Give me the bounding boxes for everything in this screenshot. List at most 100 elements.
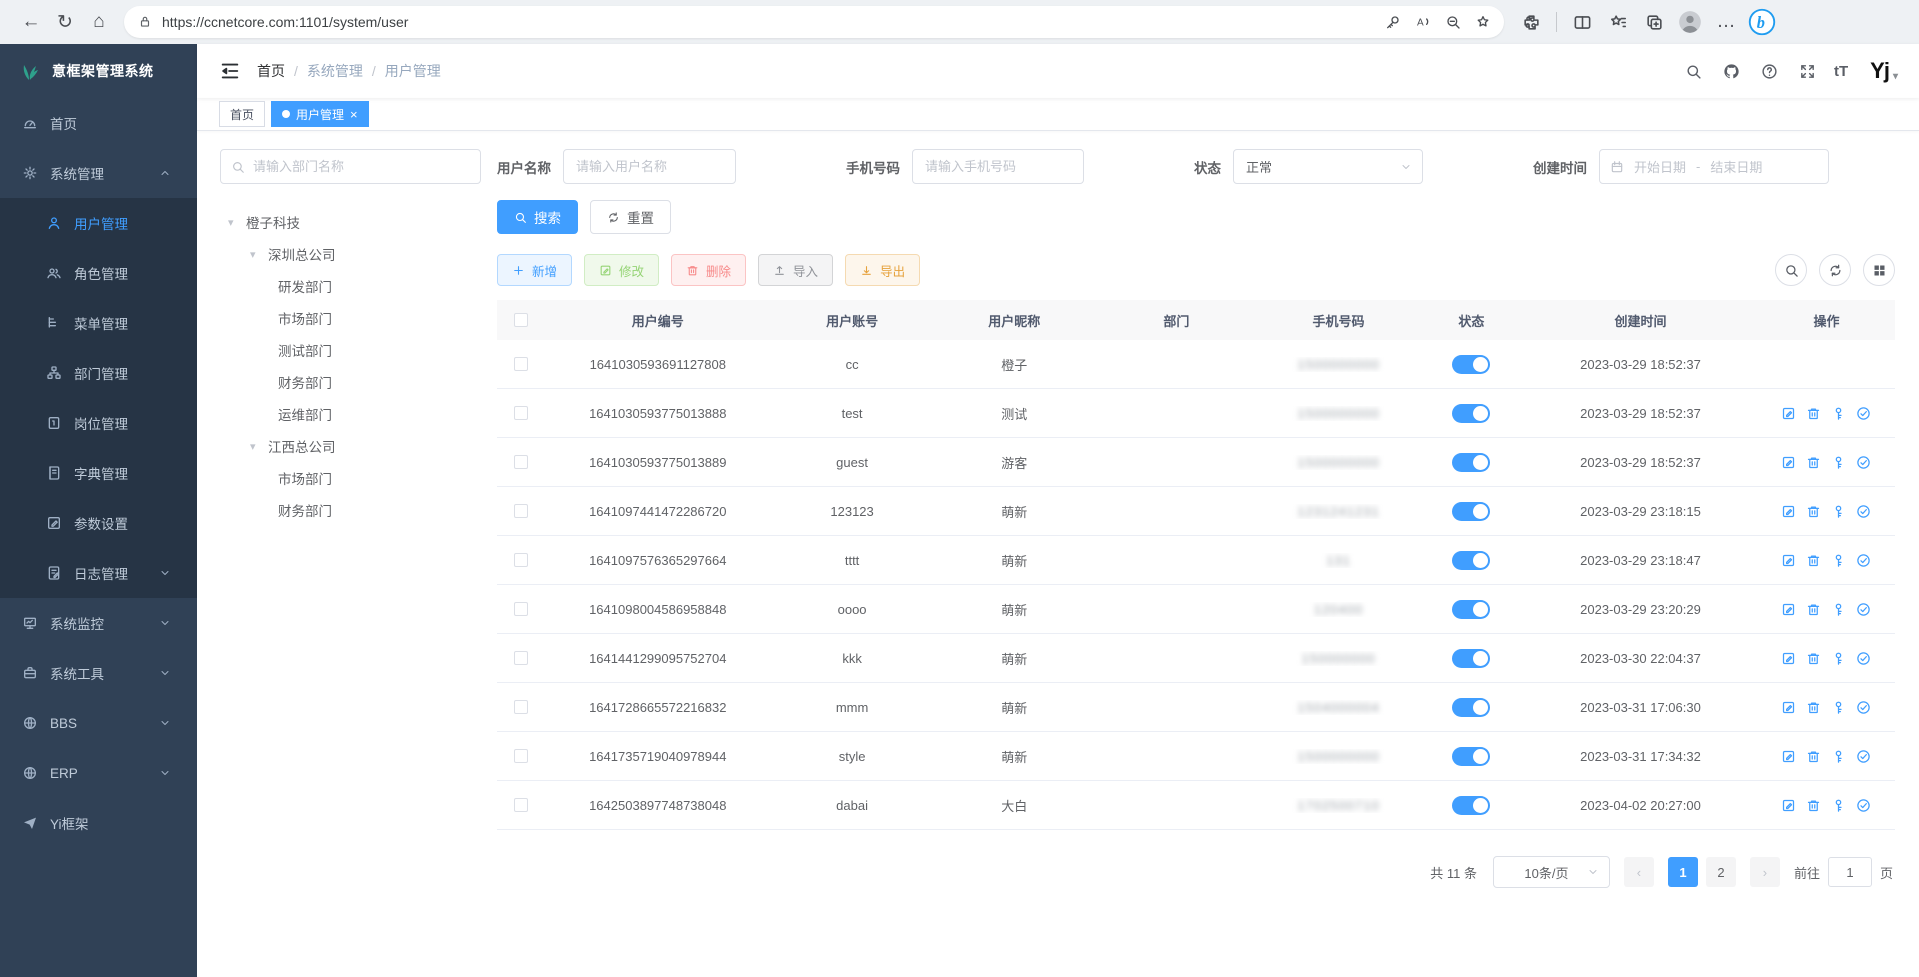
breadcrumb-item[interactable]: 用户管理 — [384, 63, 441, 79]
url-text[interactable]: https://ccnetcore.com:1101/system/user — [162, 14, 409, 30]
row-checkbox[interactable] — [513, 602, 528, 616]
status-toggle[interactable] — [1452, 501, 1491, 521]
status-toggle[interactable] — [1452, 648, 1491, 668]
tree-node[interactable]: ▾ 橙子科技 — [220, 206, 481, 238]
page-number-button[interactable]: 1 — [1667, 857, 1698, 887]
date-range-picker[interactable]: 开始日期 - 结束日期 — [1599, 149, 1829, 184]
assign-role-check-icon[interactable] — [1856, 749, 1871, 764]
sidebar-item[interactable]: 系统监控 — [0, 598, 197, 648]
status-toggle[interactable] — [1452, 403, 1491, 423]
edit-row-icon[interactable] — [1781, 651, 1796, 666]
assign-role-check-icon[interactable] — [1856, 553, 1871, 568]
status-toggle[interactable] — [1452, 697, 1491, 717]
assign-role-check-icon[interactable] — [1856, 798, 1871, 813]
delete-row-icon[interactable] — [1806, 455, 1821, 470]
reset-password-key-icon[interactable] — [1831, 700, 1846, 715]
browser-menu-icon[interactable]: … — [1716, 11, 1736, 32]
user-avatar-logo[interactable]: Yj ▾ — [1870, 58, 1898, 84]
profile-avatar-icon[interactable] — [1673, 5, 1707, 39]
assign-role-check-icon[interactable] — [1856, 504, 1871, 519]
page-size-select[interactable]: 10条/页 — [1492, 856, 1610, 888]
export-button[interactable]: 导出 — [845, 254, 921, 286]
status-toggle[interactable] — [1452, 599, 1491, 619]
reset-password-key-icon[interactable] — [1831, 651, 1846, 666]
assign-role-check-icon[interactable] — [1856, 700, 1871, 715]
row-checkbox[interactable] — [513, 455, 528, 469]
breadcrumb-item[interactable]: 系统管理 — [306, 63, 363, 79]
column-settings-icon[interactable] — [1863, 254, 1895, 286]
reset-password-key-icon[interactable] — [1831, 406, 1846, 421]
add-button[interactable]: 新增 — [497, 254, 573, 286]
sidebar-item[interactable]: 系统管理 — [0, 148, 197, 198]
tree-node[interactable]: ▾ 运维部门 — [220, 398, 481, 430]
app-logo[interactable]: 意框架管理系统 — [0, 44, 197, 98]
user-name-input[interactable] — [563, 149, 736, 184]
breadcrumb-item[interactable]: 首页 — [257, 63, 285, 79]
edit-row-icon[interactable] — [1781, 504, 1796, 519]
reset-password-key-icon[interactable] — [1831, 749, 1846, 764]
assign-role-check-icon[interactable] — [1856, 406, 1871, 421]
favorites-icon[interactable] — [1601, 5, 1635, 39]
edit-row-icon[interactable] — [1781, 798, 1796, 813]
search-button[interactable]: 搜索 — [497, 200, 578, 234]
zoom-out-icon[interactable] — [1438, 7, 1468, 37]
help-icon[interactable] — [1758, 60, 1780, 82]
tree-node[interactable]: ▾ 深圳总公司 — [220, 238, 481, 270]
tree-node[interactable]: ▾ 财务部门 — [220, 494, 481, 526]
sidebar-item[interactable]: 用户管理 — [0, 198, 197, 248]
status-toggle[interactable] — [1452, 746, 1491, 766]
view-tab[interactable]: 用户管理 × — [271, 101, 369, 127]
reset-password-key-icon[interactable] — [1831, 602, 1846, 617]
delete-row-icon[interactable] — [1806, 651, 1821, 666]
sidebar-item[interactable]: 菜单管理 — [0, 298, 197, 348]
header-search-icon[interactable] — [1682, 60, 1704, 82]
delete-row-icon[interactable] — [1806, 749, 1821, 764]
tree-node[interactable]: ▾ 市场部门 — [220, 302, 481, 334]
copilot-icon[interactable] — [1745, 5, 1779, 39]
row-checkbox[interactable] — [513, 749, 528, 763]
sidebar-item[interactable]: 系统工具 — [0, 648, 197, 698]
collections-icon[interactable] — [1637, 5, 1671, 39]
reset-password-key-icon[interactable] — [1831, 504, 1846, 519]
reset-password-key-icon[interactable] — [1831, 553, 1846, 568]
toggle-search-icon[interactable] — [1775, 254, 1807, 286]
edit-row-icon[interactable] — [1781, 553, 1796, 568]
prev-page-button[interactable]: ‹ — [1623, 857, 1654, 887]
tab-close-icon[interactable]: × — [350, 106, 358, 122]
sidebar-item[interactable]: BBS — [0, 698, 197, 748]
sidebar-item[interactable]: 日志管理 — [0, 548, 197, 598]
tree-node[interactable]: ▾ 研发部门 — [220, 270, 481, 302]
edit-row-icon[interactable] — [1781, 749, 1796, 764]
status-toggle[interactable] — [1452, 795, 1491, 815]
tree-node[interactable]: ▾ 测试部门 — [220, 334, 481, 366]
split-screen-icon[interactable] — [1565, 5, 1599, 39]
delete-row-icon[interactable] — [1806, 553, 1821, 568]
delete-row-icon[interactable] — [1806, 798, 1821, 813]
assign-role-check-icon[interactable] — [1856, 602, 1871, 617]
reset-password-key-icon[interactable] — [1831, 455, 1846, 470]
phone-input[interactable] — [912, 149, 1084, 184]
tree-node[interactable]: ▾ 市场部门 — [220, 462, 481, 494]
date-start-placeholder[interactable]: 开始日期 — [1634, 160, 1687, 175]
edit-row-icon[interactable] — [1781, 700, 1796, 715]
fullscreen-icon[interactable] — [1796, 60, 1818, 82]
refresh-table-icon[interactable] — [1819, 254, 1851, 286]
view-tab[interactable]: 首页 — [219, 101, 266, 127]
github-icon[interactable] — [1720, 60, 1742, 82]
delete-button[interactable]: 删除 — [671, 254, 747, 286]
tree-node[interactable]: ▾ 财务部门 — [220, 366, 481, 398]
row-checkbox[interactable] — [513, 504, 528, 518]
browser-reload-button[interactable]: ↻ — [57, 11, 73, 33]
status-toggle[interactable] — [1452, 550, 1491, 570]
date-end-placeholder[interactable]: 结束日期 — [1710, 160, 1763, 175]
tree-node[interactable]: ▾ 江西总公司 — [220, 430, 481, 462]
sidebar-collapse-icon[interactable] — [219, 60, 241, 82]
browser-home-button[interactable]: ⌂ — [93, 11, 105, 32]
row-checkbox[interactable] — [513, 700, 528, 714]
row-checkbox[interactable] — [513, 357, 528, 371]
caret-down-icon[interactable]: ▾ — [250, 440, 256, 453]
reset-button[interactable]: 重置 — [590, 200, 671, 234]
sidebar-item[interactable]: Yi框架 — [0, 798, 197, 848]
read-aloud-icon[interactable] — [1408, 7, 1438, 37]
delete-row-icon[interactable] — [1806, 602, 1821, 617]
